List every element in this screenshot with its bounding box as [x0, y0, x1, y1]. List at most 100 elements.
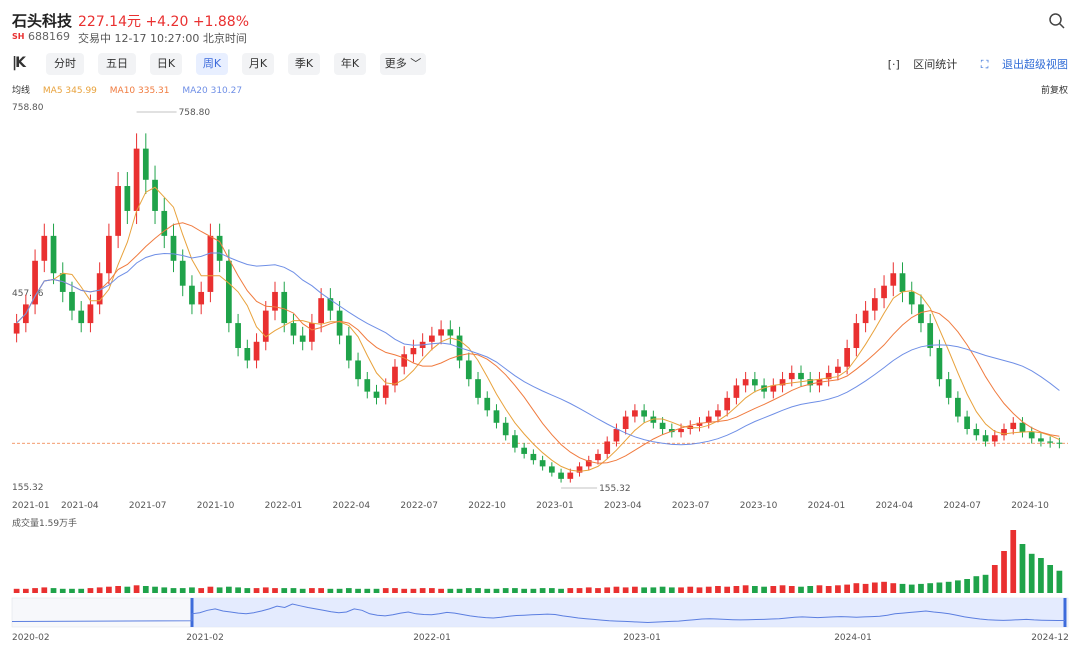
price-change-pct: +1.88% [192, 14, 250, 30]
candle-body [530, 453, 537, 461]
volume-bar [419, 588, 426, 593]
x-axis-tick-label: 2023-01 [536, 501, 574, 511]
volume-bar [668, 587, 675, 593]
x-axis-tick-label: 2024-04 [875, 501, 913, 511]
tab-intraday[interactable]: 分时 [46, 53, 84, 75]
x-axis-tick-label: 2024-10 [1011, 501, 1049, 511]
tab-yearly[interactable]: 年K [334, 53, 366, 75]
navigator-x-label: 2022-01 [413, 633, 451, 643]
y-axis-label-min: 155.32 [12, 483, 44, 493]
volume-bar [152, 586, 158, 593]
candle-body [844, 348, 851, 367]
volume-bar [724, 586, 731, 593]
volume-bar [881, 581, 887, 593]
candle-body [927, 323, 934, 349]
volume-bar [576, 588, 583, 593]
x-axis-tick-label: 2022-07 [400, 501, 438, 511]
volume-bar [309, 588, 315, 593]
exit-super-view-label: 退出超级视图 [1002, 58, 1068, 71]
tab-monthly[interactable]: 月K [242, 53, 274, 75]
exchange-badge: SH [12, 32, 25, 41]
candle-body [438, 329, 444, 336]
volume-bar [262, 587, 269, 593]
volume-bar [253, 588, 260, 593]
volume-bar [955, 580, 961, 593]
candle-body [558, 472, 564, 479]
volume-bar [558, 588, 564, 593]
range-stats-button[interactable]: [·] 区间统计 [878, 58, 958, 71]
tab-weekly[interactable]: 周K [196, 53, 228, 75]
navigator-handle-right [1063, 598, 1067, 627]
volume-bar [595, 588, 601, 593]
stock-price: 227.14元 [78, 14, 141, 30]
candle-body [410, 348, 417, 355]
volume-bar [69, 588, 75, 593]
kline-logo-icon: |K [12, 55, 26, 71]
volume-bar [742, 585, 749, 593]
candle-body [142, 148, 149, 180]
volume-bar [1038, 558, 1044, 593]
candle-body [548, 466, 555, 473]
tab-daily[interactable]: 日K [150, 53, 182, 75]
candle-body [364, 379, 371, 392]
volume-bar [899, 583, 906, 593]
exit-super-view-button[interactable]: ⛶ 退出超级视图 [971, 58, 1068, 71]
candle-body [216, 235, 223, 261]
x-axis-tick-label: 2022-04 [333, 501, 371, 511]
candle-body [133, 148, 140, 211]
volume-bar [272, 588, 278, 593]
volume-bar [161, 587, 168, 593]
more-label: 更多 [384, 57, 407, 70]
ma10-line [16, 222, 1060, 464]
volume-bar [567, 588, 574, 593]
x-axis-tick-label: 2022-01 [265, 501, 303, 511]
volume-bar [225, 586, 232, 593]
x-axis-tick-label: 2023-10 [740, 501, 778, 511]
volume-bar [115, 586, 121, 593]
x-axis-tick-label: 2021-07 [129, 501, 167, 511]
volume-bar [41, 587, 48, 593]
ma-label: 均线 [12, 86, 31, 96]
candle-body [179, 260, 186, 286]
candle-body [761, 385, 767, 392]
more-dropdown[interactable]: 更多 ﹀ [380, 53, 426, 75]
adjust-toggle[interactable]: 前复权 [1040, 86, 1068, 96]
candle-body [881, 285, 887, 299]
volume-bar [410, 588, 417, 593]
volume-bar [13, 588, 20, 593]
tab-five-day[interactable]: 五日 [98, 53, 136, 75]
x-axis-tick-label: 2024-01 [808, 501, 846, 511]
volume-bar [106, 586, 112, 593]
volume-bar [50, 588, 57, 593]
volume-bar [779, 585, 786, 593]
volume-bar [281, 588, 288, 593]
volume-label: 成交量1.59万手 [12, 517, 77, 529]
candle-body [382, 385, 389, 398]
x-axis-tick-label: 2021-01 [12, 501, 50, 511]
candle-body [465, 360, 472, 380]
volume-bar [502, 588, 509, 593]
volume-bar [1028, 553, 1035, 593]
tab-quarterly[interactable]: 季K [288, 53, 320, 75]
volume-bar [641, 587, 647, 593]
search-icon[interactable] [1048, 12, 1066, 30]
volume-bar [751, 586, 758, 593]
candle-body [309, 323, 315, 342]
candle-body [659, 422, 666, 430]
volume-bar [142, 586, 149, 593]
candle-body [32, 260, 38, 305]
candle-body [539, 460, 546, 467]
volume-bar [788, 586, 795, 593]
volume-bar [733, 586, 740, 593]
candle-body [355, 360, 361, 380]
candle-body [69, 291, 75, 311]
shrink-icon: ⛶ [980, 58, 992, 71]
candle-body [299, 335, 306, 342]
candle-body [595, 453, 601, 461]
candle-body [696, 422, 703, 426]
candle-body [991, 435, 998, 442]
volume-bar [299, 588, 306, 593]
volume-bar [124, 586, 131, 593]
candle-body [447, 329, 454, 336]
